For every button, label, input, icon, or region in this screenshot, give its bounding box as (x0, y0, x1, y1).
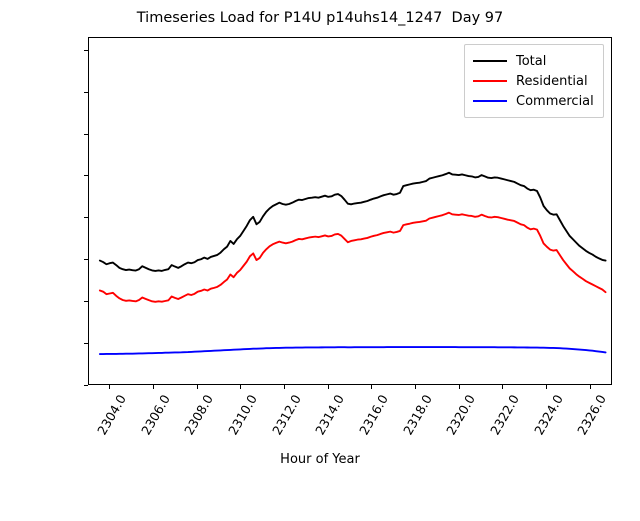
series-line-commercial (98, 346, 607, 355)
legend-swatch-residential (473, 80, 507, 82)
x-tick-mark (589, 385, 591, 389)
y-axis-label: kW total (0, 156, 3, 211)
y-tick-mark (84, 384, 88, 386)
x-tick-mark (196, 385, 198, 389)
legend-label: Residential (516, 73, 588, 89)
series-line-residential (98, 211, 607, 303)
x-tick-mark (240, 385, 242, 389)
chart-figure: Timeseries Load for P14U p14uhs14_1247 D… (0, 10, 612, 467)
y-tick-mark (84, 91, 88, 93)
series-line-total (98, 171, 607, 272)
x-tick-mark (415, 385, 417, 389)
y-tick-mark (84, 217, 88, 219)
x-tick-mark (284, 385, 286, 389)
legend-item-commercial[interactable]: Commercial (473, 91, 594, 111)
y-tick-mark (84, 133, 88, 135)
legend-swatch-commercial (473, 100, 507, 102)
plot-lines (98, 171, 607, 355)
y-tick-mark (84, 49, 88, 51)
x-tick-mark (153, 385, 155, 389)
x-tick-mark (546, 385, 548, 389)
x-tick-mark (327, 385, 329, 389)
x-tick-mark (371, 385, 373, 389)
x-tick-mark (458, 385, 460, 389)
x-axis-label: Hour of Year (280, 452, 360, 467)
legend-item-total[interactable]: Total (473, 51, 594, 71)
plot-area (88, 37, 612, 385)
chart-legend: Total Residential Commercial (464, 44, 604, 118)
chart-title: Timeseries Load for P14U p14uhs14_1247 D… (136, 10, 504, 26)
y-tick-mark (84, 175, 88, 177)
y-tick-mark (84, 259, 88, 261)
legend-label: Total (516, 53, 547, 69)
x-tick-mark (109, 385, 111, 389)
y-tick-mark (84, 300, 88, 302)
legend-label: Commercial (516, 93, 594, 109)
legend-item-residential[interactable]: Residential (473, 71, 594, 91)
y-tick-mark (84, 342, 88, 344)
x-tick-mark (502, 385, 504, 389)
legend-swatch-total (473, 60, 507, 62)
